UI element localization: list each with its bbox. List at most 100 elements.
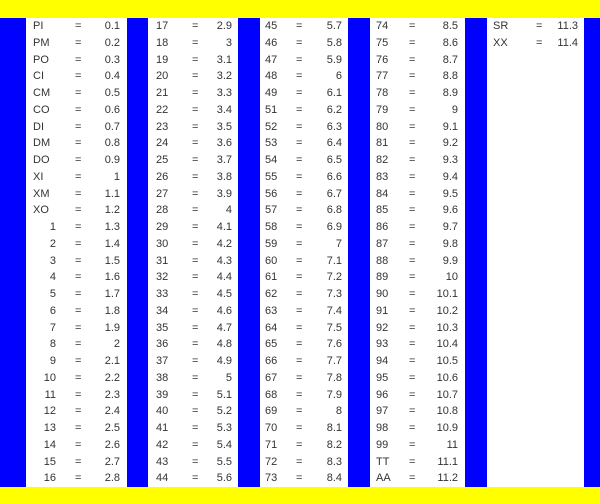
- row-value: 9.7: [442, 221, 458, 233]
- equals-sign: =: [75, 438, 82, 451]
- equals-sign: =: [296, 371, 303, 384]
- row-value: 9.4: [442, 170, 458, 183]
- row-value: 9.9: [442, 254, 458, 267]
- row-value: 7.6: [326, 338, 342, 351]
- row-label: 96: [376, 388, 389, 401]
- row-label: 61: [265, 271, 278, 284]
- row-label: 41: [156, 422, 169, 434]
- equals-sign: =: [296, 154, 303, 166]
- row-value: 9.2: [442, 137, 458, 150]
- row-value: 10.8: [436, 405, 458, 418]
- row-value: 10.1: [436, 288, 458, 300]
- row-value: 3.3: [216, 87, 232, 99]
- equals-sign: =: [409, 170, 416, 183]
- row-label: 54: [265, 154, 278, 166]
- row-label: 27: [156, 187, 169, 200]
- equals-sign: =: [192, 154, 199, 166]
- equals-sign: =: [296, 472, 303, 485]
- row-label: DO: [33, 154, 50, 166]
- equals-sign: =: [75, 70, 82, 83]
- row-label: 29: [156, 221, 169, 233]
- row-label: 37: [156, 355, 169, 367]
- equals-sign: =: [75, 271, 82, 284]
- row-value: 11: [446, 438, 458, 451]
- row-label: 10: [43, 371, 56, 384]
- row-label: 26: [156, 170, 169, 183]
- equals-sign: =: [75, 455, 82, 468]
- row-label: 40: [156, 405, 169, 418]
- row-value: 5.4: [216, 438, 232, 451]
- row-value: 2.4: [104, 405, 120, 418]
- row-value: 6.7: [326, 187, 342, 200]
- row-label: AA: [376, 472, 391, 485]
- row-label: 46: [265, 36, 278, 49]
- equals-sign: =: [75, 304, 82, 317]
- row-label: 86: [376, 221, 389, 233]
- row-value: 9.5: [442, 187, 458, 200]
- row-label: 63: [265, 304, 278, 317]
- row-value: 10.5: [436, 355, 458, 367]
- row-label: 17: [156, 20, 169, 32]
- row-label: 59: [265, 237, 278, 250]
- equals-sign: =: [409, 472, 416, 485]
- row-label: 1: [49, 221, 56, 233]
- row-value: 2.7: [104, 455, 120, 468]
- row-value: 4.9: [216, 355, 232, 367]
- row-value: 2: [113, 338, 120, 351]
- row-label: 2: [49, 237, 56, 250]
- row-label: 85: [376, 204, 389, 217]
- equals-sign: =: [409, 187, 416, 200]
- blue-divider: [584, 18, 600, 487]
- row-value: 6.5: [326, 154, 342, 166]
- row-value: 9.6: [442, 204, 458, 217]
- row-value: 1.6: [104, 271, 120, 284]
- row-value: 9.3: [442, 154, 458, 166]
- row-label: 87: [376, 237, 389, 250]
- equals-sign: =: [192, 321, 199, 334]
- row-label: 30: [156, 237, 169, 250]
- row-label: 56: [265, 187, 278, 200]
- equals-sign: =: [409, 405, 416, 418]
- equals-sign: =: [192, 304, 199, 317]
- row-value: 10.7: [436, 388, 458, 401]
- equals-sign: =: [192, 137, 199, 150]
- equals-sign: =: [296, 338, 303, 351]
- row-label: 69: [265, 405, 278, 418]
- equals-sign: =: [296, 422, 303, 434]
- row-label: 18: [156, 36, 169, 49]
- row-label: 76: [376, 53, 389, 66]
- equals-sign: =: [296, 405, 303, 418]
- row-label: 88: [376, 254, 389, 267]
- row-value: 8.9: [442, 87, 458, 99]
- equals-sign: =: [409, 438, 416, 451]
- row-value: 3.5: [216, 120, 232, 133]
- row-label: 9: [49, 355, 56, 367]
- row-label: 93: [376, 338, 389, 351]
- equals-sign: =: [296, 87, 303, 99]
- row-value: 7.9: [326, 388, 342, 401]
- row-label: 66: [265, 355, 278, 367]
- row-value: 4.5: [216, 288, 232, 300]
- equals-sign: =: [75, 388, 82, 401]
- row-label: 6: [49, 304, 56, 317]
- equals-sign: =: [75, 338, 82, 351]
- row-label: XO: [33, 204, 49, 217]
- row-value: 5: [225, 371, 232, 384]
- row-value: 1.7: [104, 288, 120, 300]
- equals-sign: =: [192, 288, 199, 300]
- row-value: 5.7: [326, 20, 342, 32]
- row-value: 7: [335, 237, 342, 250]
- row-label: 45: [265, 20, 278, 32]
- row-value: 1.4: [104, 237, 120, 250]
- row-value: 3.2: [216, 70, 232, 83]
- equals-sign: =: [75, 87, 82, 99]
- row-label: 78: [376, 87, 389, 99]
- row-value: 2.6: [104, 438, 120, 451]
- row-value: 3.6: [216, 137, 232, 150]
- row-label: 43: [156, 455, 169, 468]
- row-label: DI: [33, 120, 44, 133]
- equals-sign: =: [75, 187, 82, 200]
- row-value: 11.3: [557, 20, 578, 32]
- equals-sign: =: [409, 371, 416, 384]
- row-value: 0.3: [104, 53, 120, 66]
